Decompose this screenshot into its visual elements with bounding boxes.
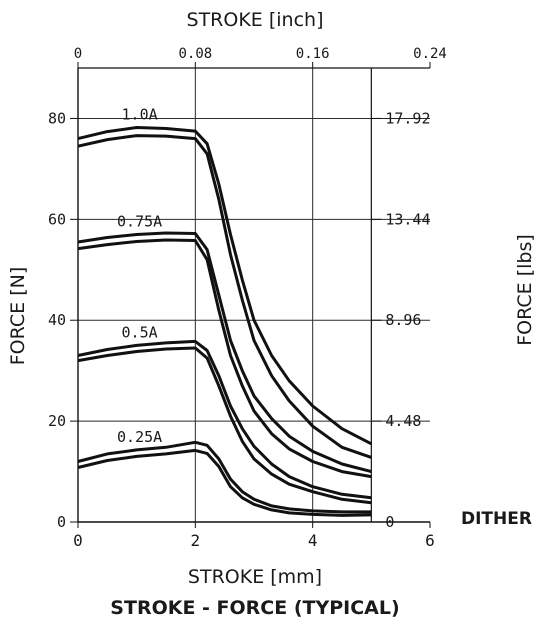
series-line-lower [77, 238, 372, 479]
x2-tick-label: 0 [74, 46, 82, 62]
x2-tick-label: 0.16 [296, 46, 330, 62]
series-group: 1.0A 0.75A 0.5A 0.25A [77, 106, 372, 517]
x2-tick-label: 0.08 [178, 46, 212, 62]
chart-title: STROKE - FORCE (TYPICAL) [110, 597, 399, 619]
x2-tick-label: 0.24 [413, 46, 447, 62]
series-line-lower [77, 448, 372, 517]
y-tick-label: 40 [48, 311, 66, 329]
y2-tick-label: 0 [385, 513, 394, 531]
y2-axis-label: FORCE [lbs] [514, 234, 535, 346]
series-label: 0.25A [117, 428, 162, 446]
series-label: 0.75A [117, 212, 162, 230]
y-tick-label: 80 [48, 109, 66, 127]
y-tick-label: 60 [48, 210, 66, 228]
series-line-upper [77, 231, 372, 474]
y2-tick-label: 8.96 [385, 311, 421, 329]
x-tick-label: 2 [191, 531, 201, 550]
series-line-upper [77, 126, 372, 446]
series-label: 0.5A [122, 323, 158, 341]
grid [77, 67, 430, 523]
x-tick-label: 0 [73, 531, 83, 550]
dither-label: DITHER [461, 509, 532, 529]
y2-tick-label: 13.44 [385, 210, 430, 228]
series-line-lower [77, 134, 372, 459]
series-line-lower [77, 346, 372, 505]
x-axis-label: STROKE [mm] [188, 566, 322, 588]
x-tick-label: 6 [425, 531, 435, 550]
x2-axis-label: STROKE [inch] [187, 9, 324, 31]
y-tick-label: 0 [57, 513, 66, 531]
y2-tick-label: 17.92 [385, 109, 430, 127]
y-tick-label: 20 [48, 412, 66, 430]
series-line-upper [77, 440, 372, 514]
y2-tick-label: 4.48 [385, 412, 421, 430]
series-line-upper [77, 339, 372, 500]
y-axis-label: FORCE [N] [7, 267, 29, 366]
series-label: 1.0A [122, 106, 158, 124]
x-tick-label: 4 [308, 531, 318, 550]
